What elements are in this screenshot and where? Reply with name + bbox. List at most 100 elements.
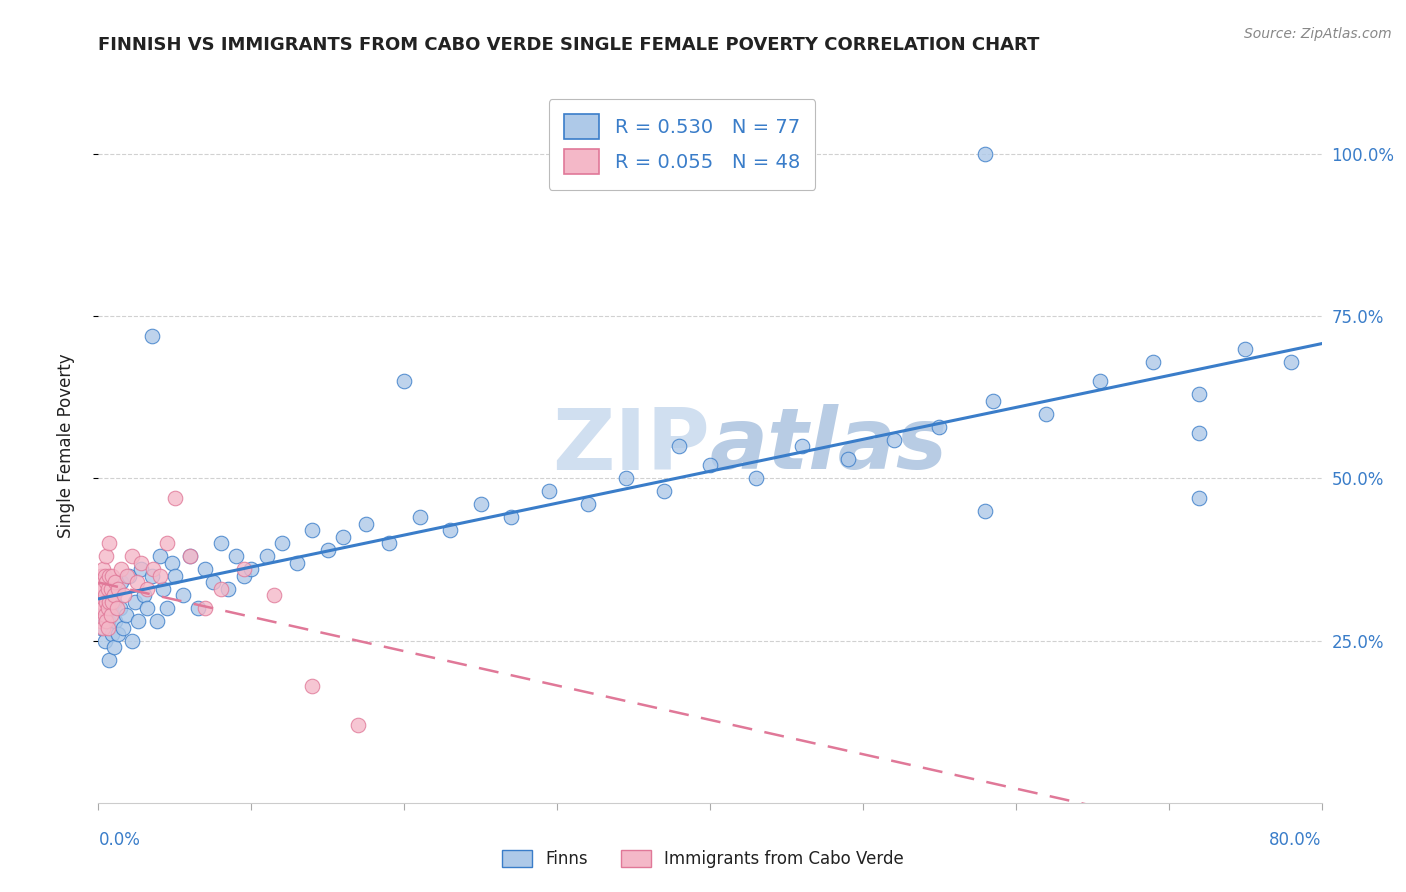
Point <box>439 524 461 538</box>
Point <box>98 595 121 609</box>
Text: ZIP: ZIP <box>553 404 710 488</box>
Point <box>928 419 950 434</box>
Point <box>152 582 174 596</box>
Point <box>103 640 125 654</box>
Point <box>93 568 115 582</box>
Point <box>100 607 122 622</box>
Point <box>285 556 308 570</box>
Point <box>93 633 115 648</box>
Point <box>134 588 156 602</box>
Point <box>1142 354 1164 368</box>
Point <box>100 601 122 615</box>
Point <box>301 524 323 538</box>
Point <box>392 374 416 388</box>
Point <box>576 497 599 511</box>
Point <box>98 568 121 582</box>
Point <box>129 556 152 570</box>
Text: FINNISH VS IMMIGRANTS FROM CABO VERDE SINGLE FEMALE POVERTY CORRELATION CHART: FINNISH VS IMMIGRANTS FROM CABO VERDE SI… <box>98 36 1040 54</box>
Point <box>614 471 637 485</box>
Point <box>974 504 997 518</box>
Point <box>974 147 997 161</box>
Point <box>121 549 143 564</box>
Point <box>225 549 247 564</box>
Point <box>97 621 120 635</box>
Point <box>837 452 859 467</box>
Point <box>1279 354 1302 368</box>
Point <box>94 549 117 564</box>
Point <box>408 510 430 524</box>
Text: 0.0%: 0.0% <box>98 831 141 849</box>
Point <box>104 575 127 590</box>
Point <box>129 562 152 576</box>
Point <box>121 633 143 648</box>
Point <box>240 562 263 576</box>
Point <box>100 582 122 596</box>
Point <box>332 530 354 544</box>
Point <box>97 614 120 628</box>
Point <box>501 510 523 524</box>
Point <box>179 549 201 564</box>
Point <box>1035 407 1057 421</box>
Point <box>125 575 148 590</box>
Point <box>124 595 146 609</box>
Point <box>111 621 134 635</box>
Point <box>981 393 1004 408</box>
Point <box>104 614 127 628</box>
Point <box>194 601 217 615</box>
Point <box>108 601 131 615</box>
Point <box>136 601 159 615</box>
Point <box>107 582 129 596</box>
Point <box>136 582 159 596</box>
Point <box>103 588 125 602</box>
Point <box>354 516 377 531</box>
Point <box>90 595 112 609</box>
Point <box>1188 387 1211 401</box>
Point <box>115 607 138 622</box>
Point <box>103 595 125 609</box>
Point <box>141 568 163 582</box>
Point <box>160 556 183 570</box>
Point <box>105 601 128 615</box>
Legend: R = 0.530   N = 77, R = 0.055   N = 48: R = 0.530 N = 77, R = 0.055 N = 48 <box>548 99 815 190</box>
Text: 80.0%: 80.0% <box>1270 831 1322 849</box>
Point <box>316 542 339 557</box>
Point <box>110 575 132 590</box>
Point <box>107 627 129 641</box>
Point <box>89 601 111 615</box>
Point <box>156 601 179 615</box>
Point <box>112 588 135 602</box>
Y-axis label: Single Female Poverty: Single Female Poverty <box>56 354 75 538</box>
Point <box>118 568 141 582</box>
Point <box>90 568 112 582</box>
Point <box>141 328 163 343</box>
Point <box>101 627 124 641</box>
Point <box>172 588 194 602</box>
Point <box>145 614 167 628</box>
Point <box>94 614 117 628</box>
Point <box>256 549 278 564</box>
Point <box>97 601 120 615</box>
Point <box>790 439 813 453</box>
Point <box>94 595 117 609</box>
Point <box>202 575 225 590</box>
Point <box>301 679 323 693</box>
Point <box>142 562 165 576</box>
Point <box>209 582 232 596</box>
Point <box>270 536 292 550</box>
Point <box>149 549 172 564</box>
Point <box>745 471 768 485</box>
Point <box>232 562 254 576</box>
Point <box>93 607 115 622</box>
Point <box>94 575 117 590</box>
Point <box>117 568 139 582</box>
Point <box>91 607 114 622</box>
Text: Source: ZipAtlas.com: Source: ZipAtlas.com <box>1244 27 1392 41</box>
Point <box>163 491 186 505</box>
Point <box>470 497 492 511</box>
Point <box>263 588 285 602</box>
Point <box>1188 425 1211 440</box>
Point <box>90 621 112 635</box>
Point <box>194 562 217 576</box>
Point <box>347 718 370 732</box>
Point <box>209 536 232 550</box>
